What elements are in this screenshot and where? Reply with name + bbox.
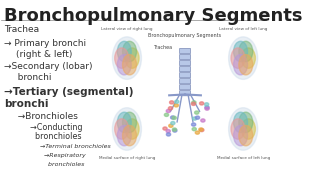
Text: (right & left): (right & left) bbox=[16, 50, 72, 59]
FancyBboxPatch shape bbox=[180, 78, 191, 84]
Text: →Terminal bronchioles: →Terminal bronchioles bbox=[28, 144, 111, 149]
FancyBboxPatch shape bbox=[180, 48, 191, 54]
Ellipse shape bbox=[205, 107, 209, 110]
FancyBboxPatch shape bbox=[180, 84, 191, 90]
Text: bronchi: bronchi bbox=[9, 73, 52, 82]
Ellipse shape bbox=[123, 41, 137, 62]
Text: → Primary bronchi: → Primary bronchi bbox=[4, 39, 86, 48]
Text: →Respiratory: →Respiratory bbox=[28, 153, 85, 158]
Ellipse shape bbox=[200, 102, 204, 105]
Ellipse shape bbox=[169, 124, 173, 127]
Ellipse shape bbox=[164, 113, 169, 116]
Ellipse shape bbox=[168, 107, 172, 110]
Ellipse shape bbox=[234, 41, 248, 62]
Ellipse shape bbox=[193, 117, 197, 120]
Ellipse shape bbox=[234, 112, 248, 132]
Text: Lateral view of left lung: Lateral view of left lung bbox=[219, 27, 267, 31]
Ellipse shape bbox=[170, 101, 174, 104]
Ellipse shape bbox=[117, 55, 131, 75]
Ellipse shape bbox=[200, 129, 204, 132]
Ellipse shape bbox=[117, 112, 131, 132]
Ellipse shape bbox=[231, 48, 245, 68]
Ellipse shape bbox=[234, 55, 248, 75]
FancyBboxPatch shape bbox=[180, 66, 191, 72]
Ellipse shape bbox=[199, 128, 203, 131]
Ellipse shape bbox=[166, 133, 171, 136]
Ellipse shape bbox=[239, 55, 253, 75]
Ellipse shape bbox=[239, 125, 253, 146]
FancyBboxPatch shape bbox=[180, 73, 191, 78]
FancyBboxPatch shape bbox=[180, 91, 191, 96]
Ellipse shape bbox=[173, 129, 177, 132]
Ellipse shape bbox=[175, 100, 179, 103]
Ellipse shape bbox=[117, 125, 131, 146]
Ellipse shape bbox=[174, 104, 178, 107]
FancyBboxPatch shape bbox=[180, 60, 191, 66]
Ellipse shape bbox=[123, 55, 137, 75]
Ellipse shape bbox=[191, 102, 196, 105]
Ellipse shape bbox=[125, 119, 139, 139]
FancyBboxPatch shape bbox=[180, 54, 191, 60]
Ellipse shape bbox=[115, 119, 129, 139]
Ellipse shape bbox=[171, 122, 175, 125]
Ellipse shape bbox=[205, 106, 209, 109]
Ellipse shape bbox=[125, 48, 139, 68]
Ellipse shape bbox=[241, 119, 255, 139]
Ellipse shape bbox=[241, 48, 255, 68]
Ellipse shape bbox=[166, 130, 170, 133]
Text: →Bronchioles: →Bronchioles bbox=[12, 112, 78, 121]
Ellipse shape bbox=[192, 101, 196, 104]
Text: →Conducting: →Conducting bbox=[20, 123, 82, 132]
Ellipse shape bbox=[166, 109, 171, 112]
Ellipse shape bbox=[115, 48, 129, 68]
Ellipse shape bbox=[195, 131, 199, 134]
Text: Medial surface of right lung: Medial surface of right lung bbox=[99, 156, 155, 160]
Text: →Secondary (lobar): →Secondary (lobar) bbox=[4, 62, 92, 71]
Ellipse shape bbox=[171, 116, 175, 119]
Ellipse shape bbox=[201, 119, 205, 122]
Ellipse shape bbox=[123, 125, 137, 146]
Ellipse shape bbox=[163, 127, 167, 130]
Text: Lateral view of right lung: Lateral view of right lung bbox=[101, 27, 153, 31]
Ellipse shape bbox=[192, 128, 196, 131]
Text: Medial surface of left lung: Medial surface of left lung bbox=[217, 156, 270, 160]
Text: bronchioles: bronchioles bbox=[28, 162, 84, 167]
Text: →Tertiary (segmental): →Tertiary (segmental) bbox=[4, 87, 133, 97]
Ellipse shape bbox=[123, 112, 137, 132]
Ellipse shape bbox=[228, 37, 258, 79]
Ellipse shape bbox=[204, 103, 209, 106]
Ellipse shape bbox=[196, 116, 200, 119]
Ellipse shape bbox=[239, 112, 253, 132]
Ellipse shape bbox=[112, 108, 141, 150]
Text: Bronchopulmonary Segments: Bronchopulmonary Segments bbox=[4, 7, 302, 25]
Ellipse shape bbox=[234, 125, 248, 146]
Ellipse shape bbox=[112, 37, 141, 79]
Text: bronchi: bronchi bbox=[4, 99, 49, 109]
Text: bronchioles: bronchioles bbox=[20, 132, 81, 141]
Text: Bronchopulmonary Segments: Bronchopulmonary Segments bbox=[148, 33, 221, 38]
Ellipse shape bbox=[228, 108, 258, 150]
Ellipse shape bbox=[172, 128, 177, 131]
Ellipse shape bbox=[191, 123, 196, 126]
Ellipse shape bbox=[239, 41, 253, 62]
Text: Trachea: Trachea bbox=[153, 45, 172, 50]
Ellipse shape bbox=[195, 111, 199, 114]
Ellipse shape bbox=[117, 41, 131, 62]
Ellipse shape bbox=[231, 119, 245, 139]
Text: Trachea: Trachea bbox=[4, 25, 39, 34]
Ellipse shape bbox=[172, 116, 176, 120]
